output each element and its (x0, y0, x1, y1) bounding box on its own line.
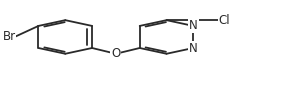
Text: N: N (189, 19, 198, 32)
Text: N: N (189, 41, 198, 55)
Text: O: O (111, 47, 120, 60)
Text: Cl: Cl (219, 14, 230, 27)
Text: Br: Br (2, 30, 15, 43)
